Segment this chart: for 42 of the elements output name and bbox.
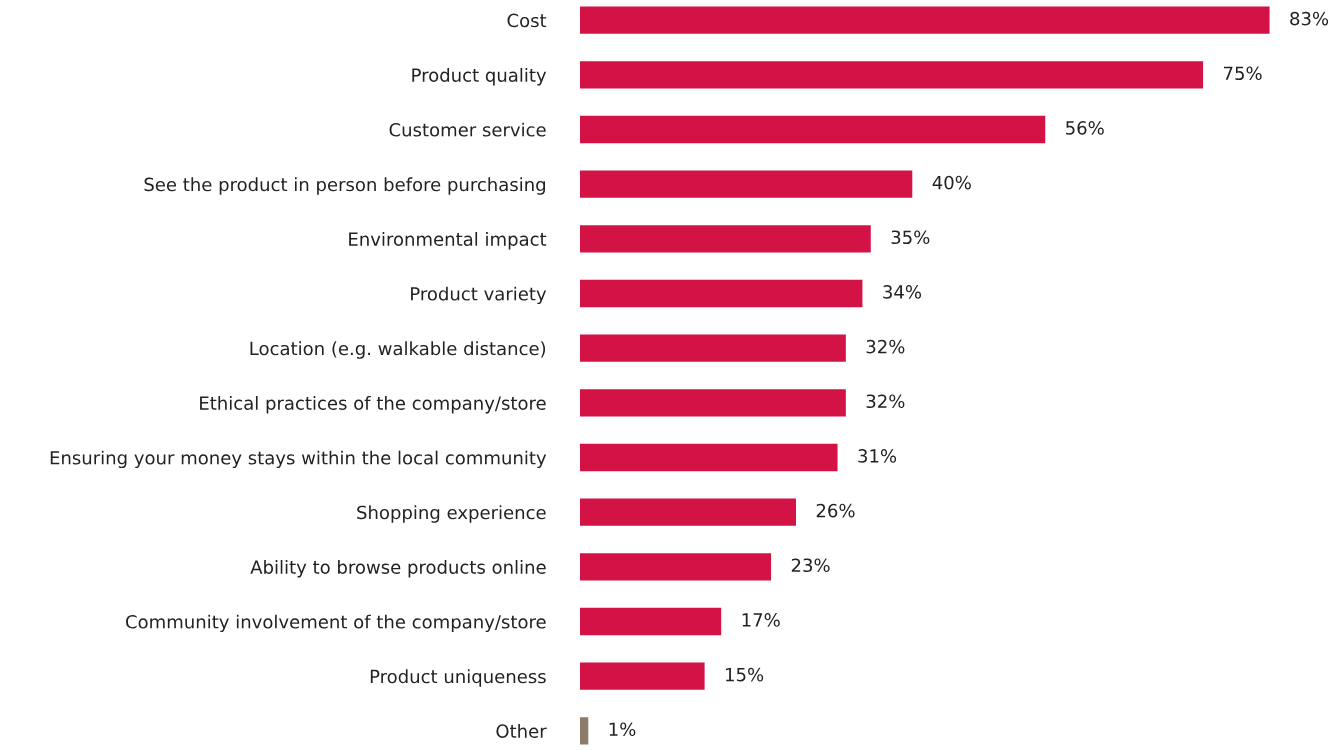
data-label: 34%	[883, 285, 922, 299]
bar	[579, 334, 846, 362]
bar	[579, 607, 722, 636]
y-tick-label: Ensuring your money stays within the local community	[50, 450, 547, 469]
data-label: 23%	[791, 558, 830, 573]
y-tick-label: Cost	[507, 13, 547, 28]
data-label: 17%	[742, 613, 780, 627]
y-tick-label: Product variety	[411, 286, 547, 305]
bar	[579, 115, 1046, 144]
data-label: 35%	[891, 230, 930, 245]
data-label: 40%	[932, 175, 971, 190]
bar	[579, 61, 1204, 89]
y-tick-label: Ethical practices of the company/store	[200, 395, 546, 414]
bar	[579, 225, 871, 253]
y-tick-label: Environmental impact	[349, 231, 547, 250]
y-tick-label: Product quality	[412, 67, 547, 86]
data-label: 26%	[816, 503, 855, 518]
y-tick-label: Shopping experience	[357, 505, 546, 523]
data-label: 83%	[1290, 11, 1329, 26]
bar	[579, 279, 863, 308]
y-tick-label: See the product in person before purchasing	[144, 177, 545, 195]
y-tick-label: Ability to browse products online	[250, 559, 546, 578]
y-tick-label: Location (e.g. walkable distance)	[250, 341, 546, 359]
bar	[579, 6, 1270, 34]
bar	[579, 170, 913, 198]
data-label: 75%	[1224, 66, 1262, 81]
bar	[579, 553, 772, 581]
bar	[579, 443, 838, 472]
data-label: 1%	[609, 722, 636, 737]
data-label: 15%	[726, 667, 764, 682]
y-tick-label: Customer service	[389, 122, 546, 137]
y-tick-label: Other	[496, 723, 547, 738]
y-tick-label: Product uniqueness	[370, 669, 546, 687]
data-label: 31%	[858, 449, 897, 463]
bar	[579, 662, 705, 690]
data-label: 32%	[866, 394, 905, 409]
data-label: 32%	[866, 339, 905, 354]
data-label: 56%	[1066, 121, 1104, 135]
bar	[579, 389, 846, 417]
bar	[579, 717, 589, 745]
y-tick-label: Community involvement of the company/store	[125, 614, 546, 633]
bar	[579, 498, 796, 526]
